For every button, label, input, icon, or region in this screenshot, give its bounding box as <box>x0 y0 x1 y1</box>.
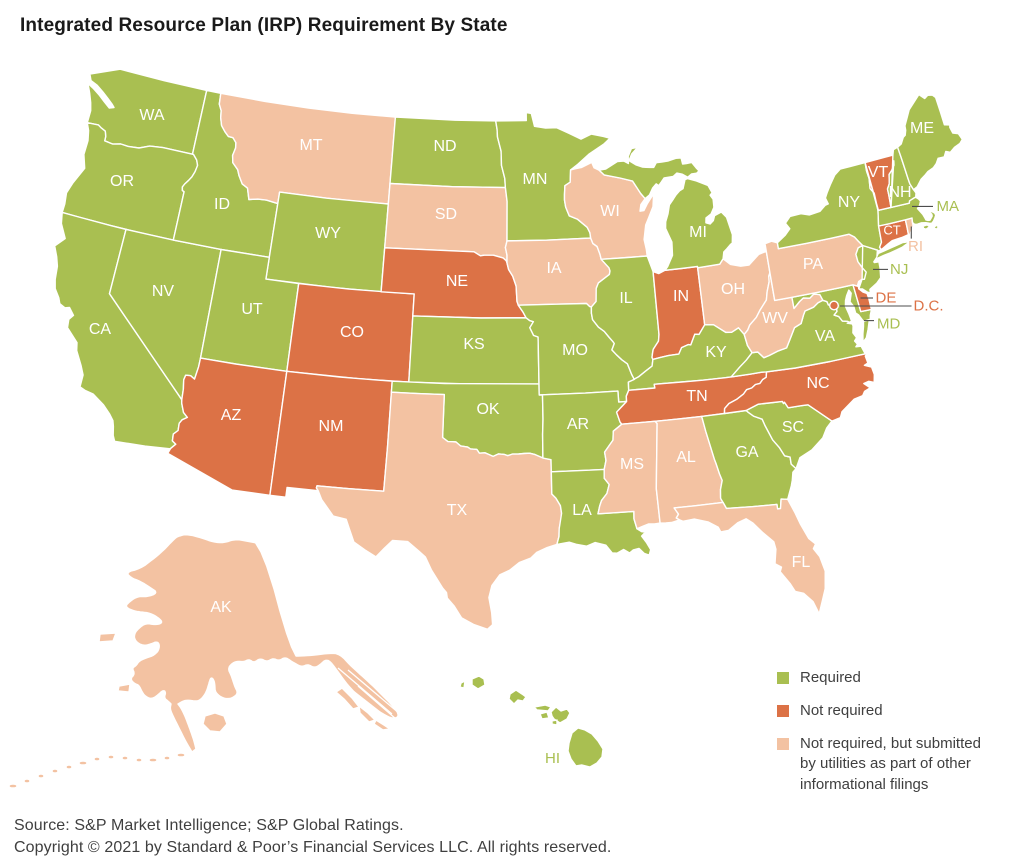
svg-text:KY: KY <box>705 344 727 361</box>
svg-text:D.C.: D.C. <box>914 297 944 314</box>
svg-text:WV: WV <box>762 310 788 327</box>
svg-text:SC: SC <box>782 419 804 436</box>
svg-text:MT: MT <box>299 137 322 154</box>
svg-text:ND: ND <box>433 138 456 155</box>
svg-text:IL: IL <box>619 290 632 307</box>
svg-text:MN: MN <box>523 171 548 188</box>
svg-text:LA: LA <box>572 502 592 519</box>
svg-text:NV: NV <box>152 283 175 300</box>
svg-text:NC: NC <box>806 375 829 392</box>
svg-text:MD: MD <box>877 315 900 332</box>
svg-text:WA: WA <box>139 107 165 124</box>
svg-text:TN: TN <box>686 388 707 405</box>
svg-text:GA: GA <box>735 444 758 461</box>
svg-text:HI: HI <box>545 750 560 767</box>
svg-text:VA: VA <box>815 328 835 345</box>
svg-text:OK: OK <box>476 401 499 418</box>
svg-text:WY: WY <box>315 225 341 242</box>
svg-text:CO: CO <box>340 324 364 341</box>
svg-text:AZ: AZ <box>221 407 242 424</box>
svg-text:ME: ME <box>910 120 934 137</box>
svg-text:MA: MA <box>937 198 960 215</box>
svg-text:AK: AK <box>210 599 232 616</box>
svg-text:AR: AR <box>567 416 589 433</box>
svg-text:KS: KS <box>463 336 484 353</box>
svg-text:TX: TX <box>447 502 468 519</box>
svg-text:CA: CA <box>89 321 112 338</box>
svg-text:RI: RI <box>908 238 923 255</box>
svg-text:OH: OH <box>721 281 745 298</box>
svg-text:MO: MO <box>562 342 588 359</box>
svg-text:NJ: NJ <box>890 261 908 278</box>
svg-text:WI: WI <box>600 203 620 220</box>
svg-text:VT: VT <box>868 164 889 181</box>
svg-text:NE: NE <box>446 273 468 290</box>
svg-text:NH: NH <box>888 184 911 201</box>
svg-text:NM: NM <box>319 418 344 435</box>
svg-text:PA: PA <box>803 256 823 273</box>
svg-text:OR: OR <box>110 173 134 190</box>
svg-text:DE: DE <box>876 289 897 306</box>
svg-text:SD: SD <box>435 206 457 223</box>
svg-text:MS: MS <box>620 456 644 473</box>
svg-text:AL: AL <box>676 449 696 466</box>
svg-text:NY: NY <box>838 194 861 211</box>
svg-text:IN: IN <box>673 288 689 305</box>
svg-text:CT: CT <box>883 222 900 237</box>
svg-text:IA: IA <box>546 260 561 277</box>
svg-text:ID: ID <box>214 196 230 213</box>
svg-text:FL: FL <box>792 554 811 571</box>
svg-text:UT: UT <box>241 301 263 318</box>
svg-text:MI: MI <box>689 224 707 241</box>
